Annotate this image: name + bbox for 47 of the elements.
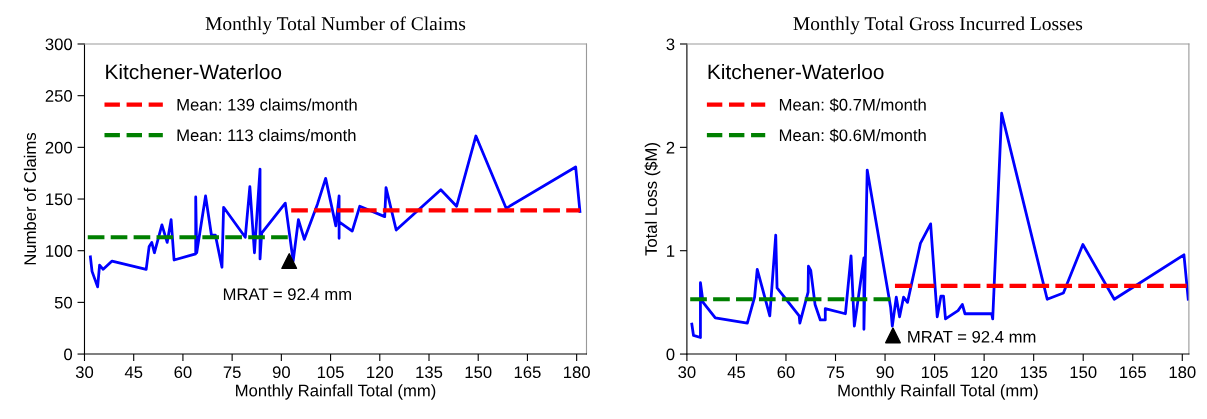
x-tick-label: 105 (921, 366, 948, 379)
annotation: MRAT = 92.4 mm (908, 330, 1036, 343)
chart-title: Monthly Total Number of Claims (205, 16, 466, 35)
x-tick-label: 150 (1070, 366, 1097, 379)
y-tick-label: 50 (54, 296, 73, 309)
x-tick-label: 165 (1120, 366, 1146, 379)
legend-title: Kitchener-Waterloo (708, 64, 884, 80)
x-tick-label: 165 (514, 366, 541, 379)
legend-title: Kitchener-Waterloo (106, 64, 282, 80)
x-tick-label: 45 (727, 366, 745, 379)
y-axis-title: Total Loss ($M) (644, 143, 661, 256)
x-tick-label: 120 (367, 366, 394, 379)
chart-title: Monthly Total Gross Incurred Losses (793, 16, 1083, 35)
x-tick-label: 150 (465, 366, 492, 379)
x-tick-label: 120 (971, 366, 998, 379)
x-tick-label: 180 (1169, 366, 1196, 379)
y-tick-label: 2 (666, 141, 675, 154)
annotation: MRAT = 92.4 mm (223, 288, 351, 301)
legend-label: Mean: $0.7M/month (779, 98, 926, 112)
x-tick-label: 135 (416, 366, 443, 379)
y-tick-label: 3 (666, 38, 675, 51)
x-axis-title: Monthly Rainfall Total (mm) (236, 384, 436, 400)
y-tick-label: 150 (46, 193, 73, 206)
y-tick-label: 250 (45, 90, 73, 102)
y-tick-label: 100 (46, 245, 73, 257)
x-tick-label: 105 (317, 366, 344, 379)
legend-label: Mean: $0.6M/month (779, 128, 926, 143)
x-tick-label: 60 (174, 366, 192, 379)
x-tick-label: 60 (777, 366, 795, 379)
legend-label: Mean: 113 claims/month (177, 128, 356, 142)
y-tick-label: 300 (45, 38, 73, 51)
x-tick-label: 30 (678, 366, 696, 379)
y-tick-label: 0 (666, 348, 675, 361)
y-axis-title: Number of Claims (23, 132, 37, 265)
x-tick-label: 75 (223, 366, 241, 379)
x-tick-label: 90 (876, 366, 894, 379)
x-axis-title: Monthly Rainfall Total (mm) (838, 384, 1038, 400)
x-tick-label: 135 (1021, 366, 1047, 379)
x-tick-label: 45 (124, 366, 143, 379)
y-tick-label: 200 (45, 141, 73, 154)
x-tick-label: 180 (564, 366, 590, 379)
x-tick-label: 90 (272, 366, 290, 379)
y-tick-label: 1 (667, 245, 675, 257)
y-tick-label: 0 (64, 348, 73, 361)
legend-label: Mean: 139 claims/month (177, 98, 357, 111)
x-tick-label: 30 (75, 366, 94, 379)
x-tick-label: 75 (827, 366, 845, 379)
